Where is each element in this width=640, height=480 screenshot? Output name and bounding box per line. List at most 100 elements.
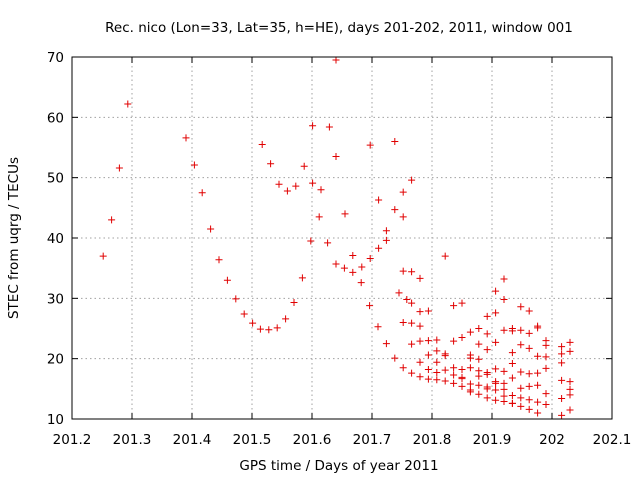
data-point bbox=[267, 160, 275, 168]
data-point bbox=[525, 382, 533, 390]
data-point bbox=[416, 274, 424, 282]
data-point bbox=[542, 401, 550, 409]
data-point bbox=[382, 236, 390, 244]
data-point bbox=[416, 337, 424, 345]
y-tick-label: 40 bbox=[47, 231, 64, 247]
data-point bbox=[309, 122, 317, 130]
data-point bbox=[508, 391, 516, 399]
data-point bbox=[441, 366, 449, 374]
data-point bbox=[492, 338, 500, 346]
data-point bbox=[475, 381, 483, 389]
data-point bbox=[492, 309, 500, 317]
data-point bbox=[382, 340, 390, 348]
y-tick-label: 10 bbox=[47, 412, 64, 428]
data-point bbox=[399, 188, 407, 196]
data-point bbox=[542, 341, 550, 349]
data-point bbox=[450, 364, 458, 372]
data-point bbox=[483, 394, 491, 402]
data-point bbox=[558, 411, 566, 419]
data-point bbox=[190, 161, 198, 169]
data-point bbox=[99, 252, 107, 260]
x-tick-label: 201.7 bbox=[353, 432, 392, 448]
data-point bbox=[366, 141, 374, 149]
data-point bbox=[483, 385, 491, 393]
data-point bbox=[542, 390, 550, 398]
data-point bbox=[508, 349, 516, 357]
data-point bbox=[408, 299, 416, 307]
x-tick-label: 201.4 bbox=[173, 432, 212, 448]
data-point bbox=[424, 375, 432, 383]
data-point bbox=[525, 396, 533, 404]
data-point bbox=[433, 358, 441, 366]
data-point bbox=[492, 287, 500, 295]
plot-frame bbox=[71, 56, 613, 420]
data-point bbox=[424, 307, 432, 315]
data-point bbox=[475, 325, 483, 332]
data-point bbox=[292, 182, 300, 190]
data-point bbox=[399, 213, 407, 221]
data-point bbox=[534, 324, 542, 332]
data-point bbox=[416, 373, 424, 381]
data-point bbox=[317, 186, 325, 194]
data-point bbox=[525, 307, 533, 315]
grid bbox=[72, 57, 612, 419]
data-point bbox=[408, 319, 416, 327]
data-point bbox=[517, 368, 525, 376]
data-point bbox=[441, 377, 449, 385]
data-point bbox=[408, 268, 416, 276]
data-point bbox=[517, 341, 525, 349]
data-point bbox=[307, 237, 315, 245]
data-point bbox=[424, 351, 432, 359]
data-point bbox=[558, 359, 566, 367]
x-tick-label: 202 bbox=[539, 432, 565, 448]
data-point bbox=[483, 312, 491, 320]
data-point bbox=[492, 386, 500, 394]
data-point bbox=[416, 322, 424, 330]
data-point bbox=[458, 299, 466, 307]
data-point bbox=[534, 409, 542, 417]
data-point bbox=[433, 336, 441, 344]
y-tick-label: 50 bbox=[47, 171, 64, 187]
data-point bbox=[433, 347, 441, 355]
data-point bbox=[492, 365, 500, 373]
data-point bbox=[332, 260, 340, 268]
data-point bbox=[349, 251, 357, 259]
data-point bbox=[391, 137, 399, 145]
x-tick-label: 201.9 bbox=[473, 432, 512, 448]
data-point bbox=[534, 352, 542, 360]
x-tick-label: 201.5 bbox=[233, 432, 272, 448]
data-point bbox=[450, 379, 458, 387]
data-points bbox=[99, 56, 574, 419]
data-point bbox=[566, 338, 574, 346]
data-point bbox=[558, 376, 566, 384]
data-point bbox=[265, 326, 273, 334]
data-point bbox=[391, 354, 399, 362]
data-point bbox=[534, 381, 542, 389]
data-point bbox=[309, 179, 317, 187]
data-point bbox=[207, 225, 215, 233]
data-point bbox=[300, 162, 308, 170]
data-point bbox=[475, 390, 483, 398]
data-point bbox=[483, 346, 491, 354]
data-point bbox=[508, 327, 516, 335]
data-point bbox=[275, 180, 283, 188]
data-point bbox=[542, 364, 550, 372]
y-tick-label: 60 bbox=[47, 110, 64, 126]
x-tick-label: 201.6 bbox=[293, 432, 332, 448]
data-point bbox=[458, 382, 466, 390]
data-point bbox=[215, 256, 223, 264]
data-point bbox=[566, 347, 574, 355]
data-point bbox=[324, 239, 332, 247]
data-point bbox=[325, 123, 333, 131]
data-point bbox=[232, 295, 240, 303]
data-point bbox=[483, 370, 491, 378]
data-point bbox=[332, 56, 340, 64]
data-point bbox=[450, 302, 458, 310]
y-tick-labels: 10 20 30 40 50 60 70 bbox=[47, 50, 64, 428]
data-point bbox=[341, 210, 349, 218]
data-point bbox=[283, 187, 291, 195]
data-point bbox=[542, 353, 550, 361]
y-tick-label: 20 bbox=[47, 352, 64, 368]
data-point bbox=[508, 399, 516, 407]
